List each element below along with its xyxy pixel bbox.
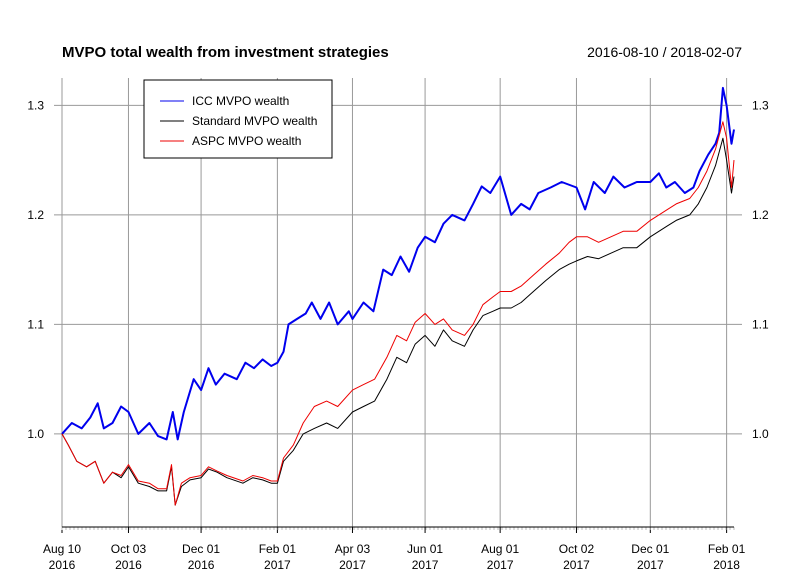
x-tick-label: Oct 03 [111, 542, 147, 556]
x-tick-label: Dec 01 [182, 542, 220, 556]
chart-title: MVPO total wealth from investment strate… [62, 44, 389, 61]
series-line [61, 121, 735, 506]
legend-label: ICC MVPO wealth [192, 94, 289, 108]
x-tick-year-label: 2018 [713, 558, 740, 572]
x-tick-label: Oct 02 [559, 542, 595, 556]
legend-box [143, 79, 333, 159]
x-tick-year-label: 2016 [49, 558, 76, 572]
x-tick-year-label: 2016 [188, 558, 215, 572]
x-tick-label: Aug 01 [481, 542, 519, 556]
series-line [61, 137, 735, 506]
x-tick-year-label: 2017 [264, 558, 291, 572]
y-tick-label-left: 1.0 [27, 427, 44, 441]
x-tick-year-label: 2017 [412, 558, 439, 572]
y-tick-label-left: 1.1 [27, 317, 44, 331]
legend-label: ASPC MVPO wealth [192, 134, 301, 148]
y-tick-label-right: 1.1 [752, 317, 769, 331]
x-tick-label: Apr 03 [335, 542, 371, 556]
x-tick-label: Dec 01 [631, 542, 669, 556]
y-tick-label-right: 1.0 [752, 427, 769, 441]
date-range-label: 2016-08-10 / 2018-02-07 [587, 44, 742, 60]
y-tick-label-left: 1.3 [27, 98, 44, 112]
series-line [61, 86, 735, 441]
x-tick-year-label: 2016 [115, 558, 142, 572]
legend: ICC MVPO wealth Standard MVPO wealth ASPC … [143, 79, 333, 159]
axes: 1.0 1.0 1.1 1.1 1.2 1.2 1.3 1.3 Aug 10 2016 Oct 03… [27, 98, 769, 572]
grid-lines [54, 78, 742, 527]
y-tick-label-left: 1.2 [27, 208, 44, 222]
x-tick-year-label: 2017 [339, 558, 366, 572]
y-tick-label-right: 1.2 [752, 208, 769, 222]
y-tick-label-right: 1.3 [752, 98, 769, 112]
x-tick-year-label: 2017 [563, 558, 590, 572]
x-tick-label: Jun 01 [407, 542, 443, 556]
x-tick-label: Aug 10 [43, 542, 81, 556]
x-tick-year-label: 2017 [637, 558, 664, 572]
x-tick-label: Feb 01 [708, 542, 746, 556]
x-tick-label: Feb 01 [259, 542, 297, 556]
x-tick-year-label: 2017 [487, 558, 514, 572]
series-lines [61, 86, 735, 506]
legend-label: Standard MVPO wealth [192, 114, 317, 128]
